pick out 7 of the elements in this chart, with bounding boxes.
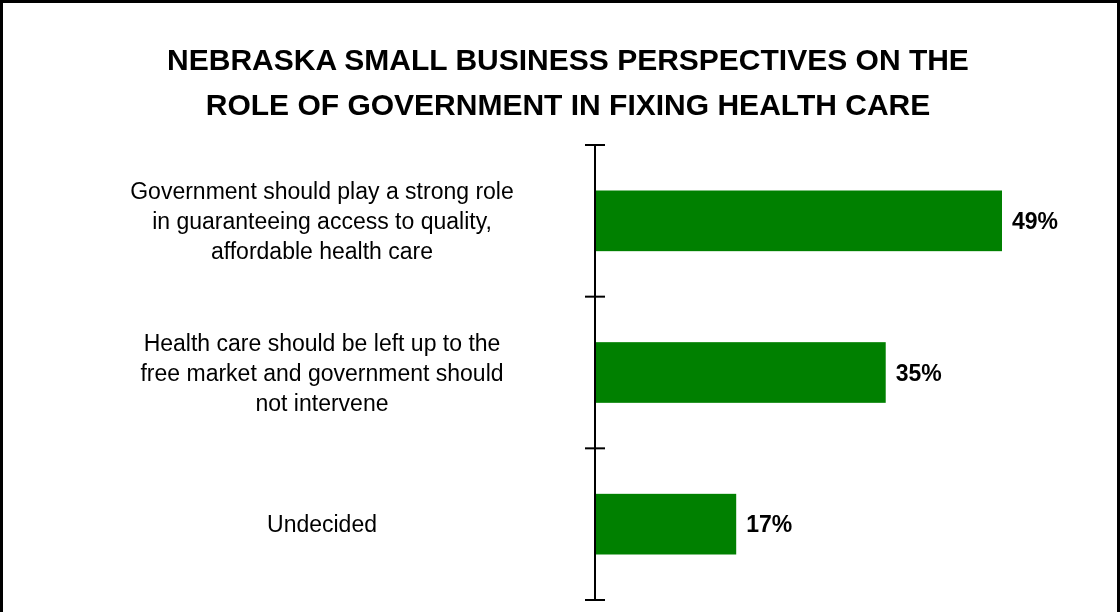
y-tick-label: Undecided	[267, 511, 377, 538]
data-label: 35%	[895, 359, 942, 386]
y-tick-label: Health care should be left up to the free market and government should not intervene	[140, 329, 504, 416]
chart-title: NEBRASKA SMALL BUSINESS PERSPECTIVES ON THE ROLE OF GOVERNMENT IN FIXING HEALTH CARE	[167, 43, 969, 121]
data-label: 17%	[746, 511, 793, 538]
y-tick-label: Government should play a strong role in guaranteeing access to quality, affordable health care	[130, 177, 514, 264]
data-label: 49%	[1012, 207, 1059, 234]
